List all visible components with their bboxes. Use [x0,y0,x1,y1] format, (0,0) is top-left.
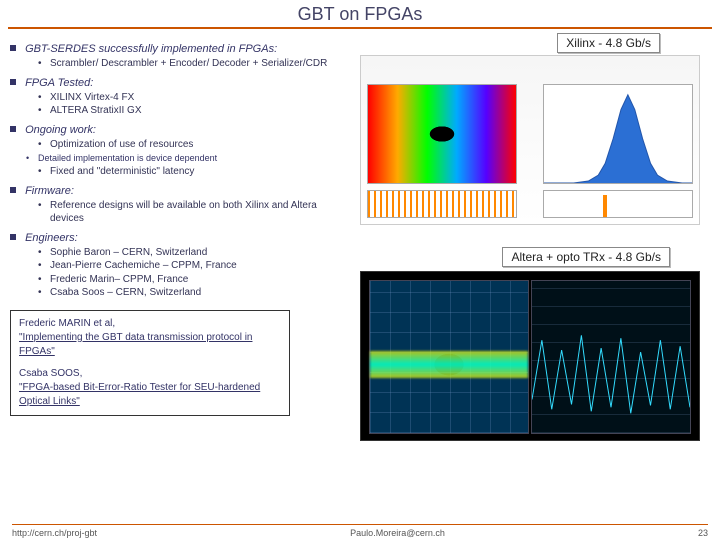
footer: http://cern.ch/proj-gbt Paulo.Moreira@ce… [12,524,708,538]
engineers-heading: Engineers: [10,232,350,244]
square-bullet-icon [10,126,16,132]
list-item: Jean-Pierre Cachemiche – CPPM, France [38,259,350,273]
left-column: GBT-SERDES successfully implemented in F… [10,37,350,441]
list-item: XILINX Virtex-4 FX [38,91,350,105]
figure-label-top: Xilinx - 4.8 Gb/s [557,33,660,53]
scope-eye-diagram [369,280,529,434]
figure-altera [360,271,700,441]
serdes-list: Scrambler/ Descrambler + Encoder/ Decode… [38,57,350,71]
footer-right: 23 [698,528,708,538]
right-column: Xilinx - 4.8 Gb/s Altera + opto TRx - 4.… [360,37,700,441]
ongoing-heading-text: Ongoing work: [25,124,96,136]
serdes-heading-text: GBT-SERDES successfully implemented in F… [25,43,277,55]
firmware-heading-text: Firmware: [25,185,74,197]
list-item: Sophie Baron – CERN, Switzerland [38,246,350,260]
list-item: Scrambler/ Descrambler + Encoder/ Decode… [38,57,350,71]
spacer [19,359,281,367]
tested-heading-text: FPGA Tested: [25,77,93,89]
list-item: Frederic Marin– CPPM, France [38,273,350,287]
firmware-heading: Firmware: [10,185,350,197]
spectrum-trace [532,335,690,413]
footer-left: http://cern.ch/proj-gbt [12,528,97,538]
tested-heading: FPGA Tested: [10,77,350,89]
square-bullet-icon [10,45,16,51]
square-bullet-icon [10,187,16,193]
serdes-heading: GBT-SERDES successfully implemented in F… [10,43,350,55]
square-bullet-icon [10,234,16,240]
footer-center: Paulo.Moreira@cern.ch [350,528,445,538]
ref-link-2: "FPGA-based Bit-Error-Ratio Tester for S… [19,381,281,409]
ref-link-1: "Implementing the GBT data transmission … [19,331,281,359]
reference-box: Frederic MARIN et al, "Implementing the … [10,310,290,416]
list-item: Optimization of use of resources [38,138,350,152]
ongoing-heading: Ongoing work: [10,124,350,136]
list-item: Csaba Soos – CERN, Switzerland [38,286,350,300]
page-title: GBT on FPGAs [0,4,720,25]
eye-diagram-icon [367,84,517,184]
ongoing-list-2: Fixed and "deterministic" latency [38,165,350,179]
list-item: ALTERA StratixII GX [38,104,350,118]
histogram-small-left [367,190,517,218]
ongoing-list: Optimization of use of resources [38,138,350,152]
square-bullet-icon [10,79,16,85]
figure-label-bottom: Altera + opto TRx - 4.8 Gb/s [502,247,670,267]
ref-author-2: Csaba SOOS, [19,367,281,381]
list-item: Fixed and "deterministic" latency [38,165,350,179]
list-item: Reference designs will be available on b… [38,199,350,226]
firmware-list: Reference designs will be available on b… [38,199,350,226]
gaussian-plot [543,84,693,184]
title-rule [8,27,712,29]
list-item: Detailed implementation is device depend… [26,153,350,163]
figure-xilinx [360,55,700,225]
gaussian-curve [544,95,692,183]
content-row: GBT-SERDES successfully implemented in F… [0,37,720,441]
engineers-heading-text: Engineers: [25,232,78,244]
tested-list: XILINX Virtex-4 FX ALTERA StratixII GX [38,91,350,118]
ongoing-sublist: Detailed implementation is device depend… [26,153,350,163]
spectrum-plot [531,280,691,434]
engineers-list: Sophie Baron – CERN, Switzerland Jean-Pi… [38,246,350,300]
histogram-small-right [543,190,693,218]
ref-author-1: Frederic MARIN et al, [19,317,281,331]
